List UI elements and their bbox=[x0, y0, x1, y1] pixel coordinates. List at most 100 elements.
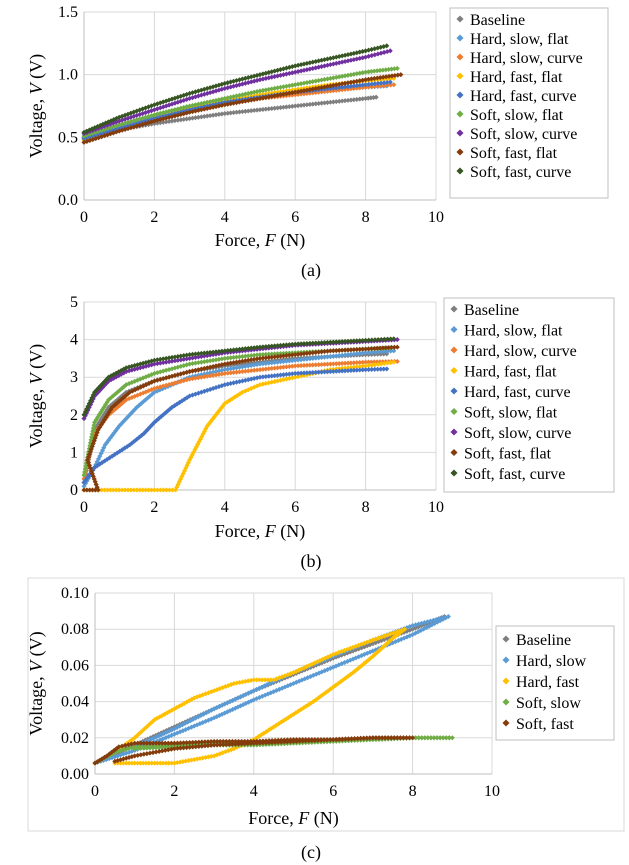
data-point bbox=[365, 359, 372, 365]
data-point bbox=[269, 351, 275, 357]
y-tick-label: 0.02 bbox=[61, 730, 89, 747]
data-point bbox=[333, 339, 339, 345]
legend-label: Hard, fast, flat bbox=[470, 69, 563, 86]
data-point bbox=[207, 349, 213, 355]
data-point bbox=[363, 337, 369, 343]
data-point bbox=[242, 353, 248, 359]
data-point bbox=[272, 343, 278, 349]
data-point bbox=[333, 361, 339, 367]
data-point bbox=[266, 343, 272, 349]
data-point bbox=[295, 357, 301, 363]
data-point bbox=[275, 353, 281, 360]
data-point bbox=[251, 107, 257, 113]
data-point bbox=[292, 370, 298, 376]
data-point bbox=[286, 104, 292, 110]
data-point bbox=[368, 359, 374, 365]
data-point bbox=[330, 361, 336, 367]
data-point bbox=[301, 362, 307, 368]
data-point bbox=[131, 487, 137, 493]
y-tick-label: 0.00 bbox=[61, 766, 89, 783]
data-point bbox=[388, 336, 394, 342]
data-point bbox=[292, 357, 298, 363]
data-point bbox=[348, 367, 354, 374]
y-tick-label: 0.0 bbox=[58, 192, 78, 209]
data-point bbox=[242, 346, 248, 352]
data-point bbox=[342, 352, 348, 358]
data-point bbox=[351, 367, 357, 373]
data-point bbox=[327, 369, 333, 375]
data-point bbox=[391, 359, 397, 365]
data-point bbox=[316, 369, 322, 375]
data-point bbox=[313, 101, 319, 107]
y-tick-label: 2 bbox=[70, 407, 78, 424]
legend-label: Hard, slow bbox=[516, 653, 587, 670]
data-point bbox=[321, 361, 328, 367]
legend-label: Hard, slow, flat bbox=[464, 323, 563, 340]
legend-label: Soft, fast, curve bbox=[470, 164, 571, 181]
data-point bbox=[225, 355, 231, 361]
legend-marker bbox=[450, 469, 458, 477]
data-point bbox=[333, 353, 339, 359]
data-point bbox=[363, 363, 369, 369]
data-point bbox=[339, 368, 345, 374]
data-point bbox=[222, 355, 228, 361]
data-point bbox=[336, 353, 342, 359]
data-point bbox=[245, 368, 251, 374]
data-point bbox=[248, 353, 254, 359]
data-point bbox=[313, 340, 319, 346]
data-point bbox=[301, 351, 307, 357]
data-point bbox=[336, 339, 342, 345]
data-point bbox=[239, 361, 245, 367]
data-point bbox=[251, 367, 257, 373]
data-point bbox=[371, 345, 377, 352]
data-point bbox=[378, 361, 384, 367]
data-point bbox=[260, 344, 266, 350]
x-tick-label: 10 bbox=[428, 499, 444, 516]
data-point bbox=[239, 369, 245, 375]
data-point bbox=[357, 350, 363, 356]
data-point bbox=[269, 373, 275, 379]
chart-panel-a: 0 2 4 6 8 10 0.0 0.5 1.0 1.5 Force, F (N) Voltage, … bbox=[26, 4, 609, 281]
data-point bbox=[374, 345, 380, 351]
data-point bbox=[316, 362, 322, 368]
data-point bbox=[394, 358, 400, 364]
series-soft-fast-curve bbox=[81, 336, 397, 418]
data-point bbox=[275, 359, 281, 365]
data-point bbox=[239, 346, 245, 352]
data-point bbox=[225, 370, 231, 376]
data-point bbox=[166, 487, 173, 493]
legend-marker bbox=[450, 325, 458, 334]
data-point bbox=[342, 368, 348, 374]
data-point bbox=[369, 362, 375, 368]
data-point bbox=[351, 347, 357, 353]
data-point bbox=[263, 344, 269, 350]
data-point bbox=[384, 360, 391, 366]
data-point bbox=[384, 366, 390, 372]
data-point bbox=[307, 340, 313, 346]
data-point bbox=[327, 339, 333, 345]
y-axis-label: Voltage, V (V) bbox=[26, 631, 47, 735]
data-point bbox=[283, 364, 289, 370]
data-point bbox=[210, 349, 216, 355]
y-axis-label: Voltage, V (V) bbox=[26, 54, 47, 158]
data-point bbox=[289, 341, 295, 347]
data-point bbox=[263, 355, 269, 361]
data-point bbox=[222, 110, 228, 117]
data-point bbox=[251, 345, 257, 351]
x-tick-label: 8 bbox=[362, 499, 370, 516]
data-point bbox=[201, 350, 207, 356]
data-point bbox=[354, 364, 360, 370]
data-point bbox=[187, 352, 193, 358]
data-point bbox=[242, 108, 248, 114]
data-point bbox=[369, 366, 375, 373]
data-point bbox=[366, 350, 372, 356]
data-point bbox=[307, 350, 313, 356]
data-point bbox=[366, 362, 372, 369]
data-point bbox=[366, 367, 372, 373]
data-point bbox=[236, 369, 243, 375]
data-point bbox=[195, 351, 201, 357]
data-point bbox=[272, 359, 278, 366]
x-tick-label: 0 bbox=[80, 499, 88, 516]
data-point bbox=[363, 350, 369, 356]
